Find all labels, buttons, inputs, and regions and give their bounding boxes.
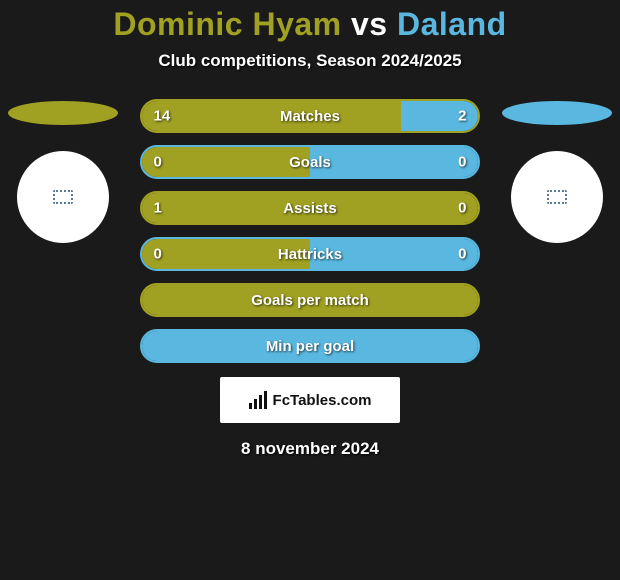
stat-bar: Matches142 — [140, 99, 481, 133]
stats-bars: Matches142 Goals00 Assists10 Hattricks00 Goa… — [140, 99, 481, 363]
stat-seg-left — [142, 239, 310, 269]
player1-side — [4, 99, 122, 243]
stat-seg-left — [142, 285, 479, 315]
player2-marker — [502, 101, 612, 125]
stat-seg-left — [142, 101, 401, 131]
stat-bar: Goals00 — [140, 145, 481, 179]
stat-seg-left — [142, 193, 479, 223]
date-label: 8 november 2024 — [0, 439, 620, 459]
comparison-card: Dominic Hyam vs Daland Club competitions… — [0, 0, 620, 459]
player1-name: Dominic Hyam — [113, 6, 341, 42]
vs-label: vs — [351, 6, 388, 42]
brand-text: FcTables.com — [273, 392, 372, 409]
player2-name: Daland — [397, 6, 507, 42]
subtitle: Club competitions, Season 2024/2025 — [0, 51, 620, 71]
player2-badge — [511, 151, 603, 243]
brand-badge: FcTables.com — [220, 377, 400, 423]
player1-badge — [17, 151, 109, 243]
player2-side — [498, 99, 616, 243]
stat-bar: Min per goal — [140, 329, 481, 363]
comparison-body: Matches142 Goals00 Assists10 Hattricks00 Goa… — [0, 99, 620, 363]
player1-marker — [8, 101, 118, 125]
stat-seg-right — [142, 331, 479, 361]
stat-seg-right — [310, 147, 478, 177]
bars-icon — [249, 391, 267, 409]
placeholder-icon — [547, 190, 567, 204]
stat-bar: Hattricks00 — [140, 237, 481, 271]
stat-seg-right — [310, 239, 478, 269]
stat-seg-right — [401, 101, 478, 131]
stat-bar: Goals per match — [140, 283, 481, 317]
stat-seg-left — [142, 147, 310, 177]
placeholder-icon — [53, 190, 73, 204]
stat-bar: Assists10 — [140, 191, 481, 225]
page-title: Dominic Hyam vs Daland — [0, 6, 620, 43]
